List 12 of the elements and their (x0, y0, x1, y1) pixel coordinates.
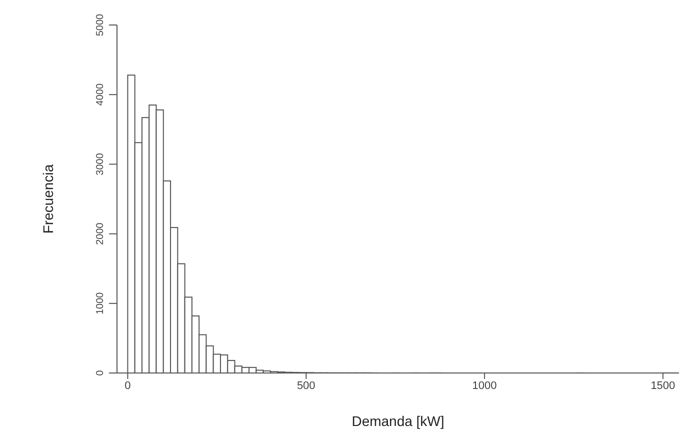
y-tick-label: 5000 (95, 13, 106, 36)
y-axis-title: Frecuencia (40, 164, 56, 234)
x-tick-label: 0 (124, 380, 131, 392)
x-axis-title: Demanda [kW] (352, 413, 444, 429)
y-tick-label: 2000 (95, 222, 106, 245)
y-tick-label: 4000 (95, 83, 106, 106)
y-tick-label: 0 (95, 370, 106, 376)
y-tick-label: 1000 (95, 292, 106, 315)
x-tick-label: 1000 (472, 380, 497, 392)
x-tick-label: 1500 (650, 380, 676, 392)
y-tick-label: 3000 (95, 152, 106, 176)
x-tick-label: 500 (296, 380, 316, 392)
